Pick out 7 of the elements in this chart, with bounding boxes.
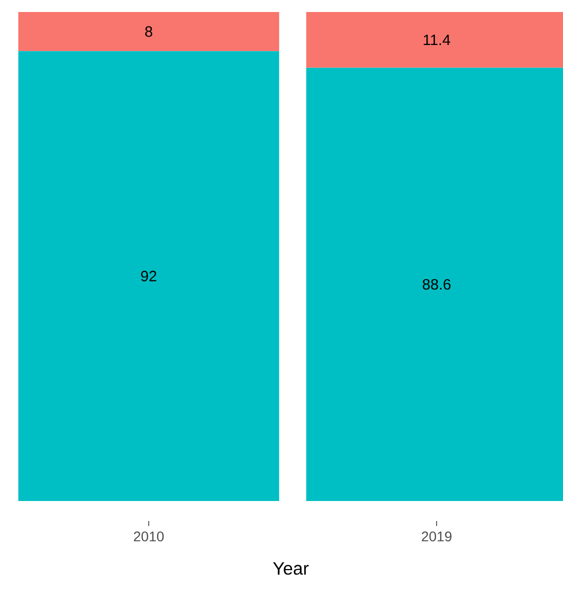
data-label: 92	[140, 270, 156, 282]
x-tick-label: 2010	[134, 532, 164, 542]
data-label: 8	[145, 26, 152, 37]
data-label: 88.6	[422, 279, 450, 290]
x-axis-title: Year	[272, 562, 308, 575]
x-tick-label: 2019	[422, 532, 452, 542]
data-label: 11.4	[424, 34, 450, 46]
